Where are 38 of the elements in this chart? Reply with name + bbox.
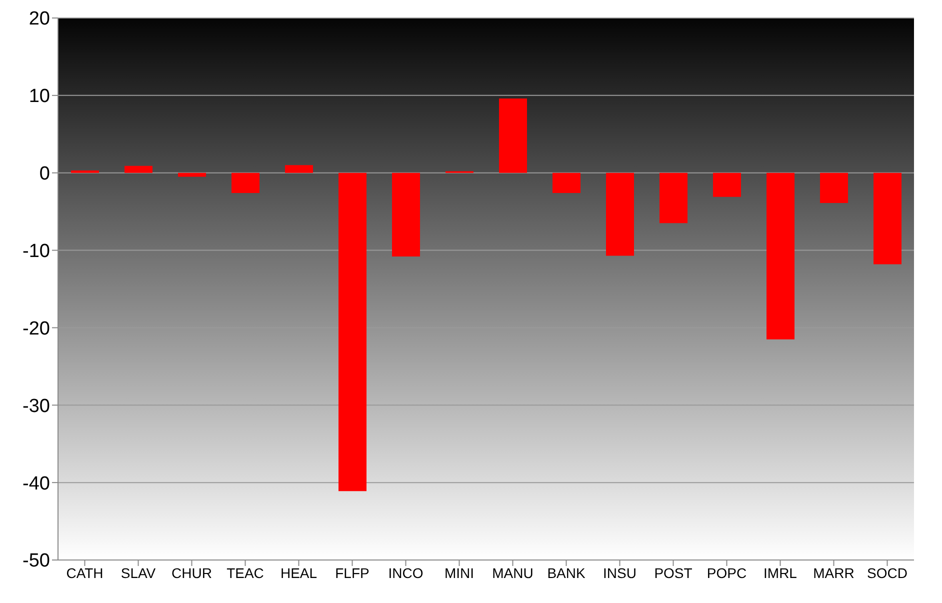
- y-tick-label: -40: [22, 473, 50, 494]
- bar: [713, 172, 741, 197]
- x-tick-label: POST: [654, 564, 693, 581]
- bar: [874, 172, 902, 264]
- x-tick-label: CHUR: [172, 564, 212, 581]
- bar: [338, 172, 366, 492]
- bar: [606, 172, 634, 256]
- x-tick-label: IMRL: [764, 564, 798, 581]
- bar: [392, 172, 420, 256]
- bar: [820, 172, 848, 204]
- bar: [285, 165, 313, 173]
- y-tick-label: 0: [39, 164, 50, 185]
- x-tick-label: POPC: [706, 564, 747, 581]
- y-tick-label: -10: [22, 241, 50, 262]
- bar: [552, 172, 580, 193]
- x-tick-label: HEAL: [280, 564, 318, 581]
- x-tick-label: INSU: [603, 564, 636, 581]
- bar: [766, 172, 794, 340]
- y-tick-label: -30: [22, 396, 50, 417]
- bar: [178, 172, 206, 177]
- y-tick-label: -50: [22, 550, 50, 572]
- bar: [232, 172, 260, 193]
- y-tick-label: 10: [28, 86, 50, 108]
- x-tick-label: MANU: [492, 564, 534, 581]
- x-tick-label: CATH: [66, 564, 104, 581]
- bar: [660, 172, 688, 224]
- x-tick-label: TEAC: [226, 564, 264, 581]
- y-tick-label: -20: [22, 318, 50, 340]
- bar: [124, 166, 152, 173]
- x-tick-label: SOCD: [867, 564, 908, 581]
- x-tick-label: BANK: [547, 564, 586, 581]
- y-tick-label: 20: [28, 8, 50, 30]
- x-tick-label: SLAV: [120, 564, 156, 581]
- x-tick-label: MARR: [813, 564, 854, 581]
- x-tick-label: INCO: [388, 564, 424, 581]
- x-tick-label: FLFP: [335, 564, 370, 581]
- x-tick-label: MINI: [444, 564, 474, 581]
- bar: [499, 98, 527, 173]
